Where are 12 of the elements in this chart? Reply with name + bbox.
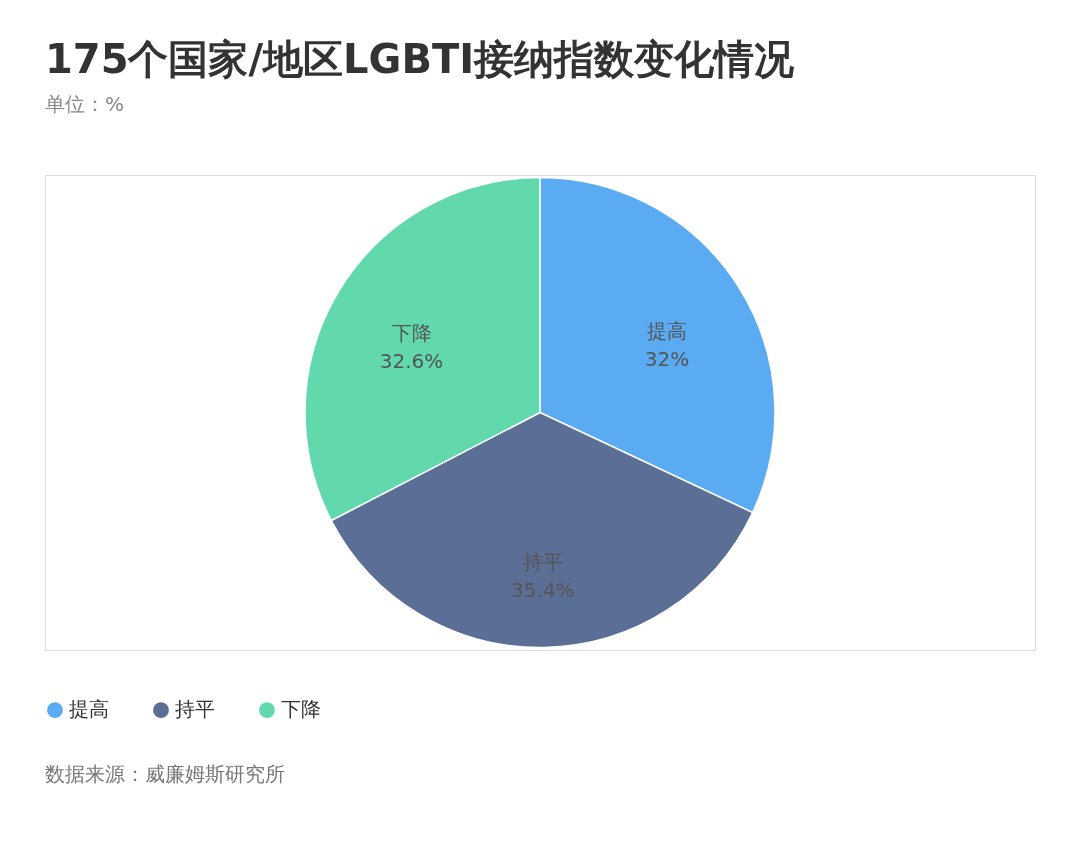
data-label: 32.6% xyxy=(379,349,444,374)
chart-subtitle: 单位：% xyxy=(45,91,125,116)
data-label: 32% xyxy=(644,346,690,371)
legend-label: 下降 xyxy=(281,697,321,722)
legend-label: 提高 xyxy=(69,697,109,722)
data-label: 35.4% xyxy=(511,577,575,602)
legend-label: 持平 xyxy=(175,697,215,722)
slice-label: 持平 xyxy=(522,549,563,574)
chart-title: 175个国家/地区LGBTI接纳指数变化情况 xyxy=(45,35,795,82)
slice-label: 提高 xyxy=(646,318,687,343)
source-note: 数据来源：威廉姆斯研究所 xyxy=(45,762,285,786)
slice-label: 下降 xyxy=(391,321,432,346)
